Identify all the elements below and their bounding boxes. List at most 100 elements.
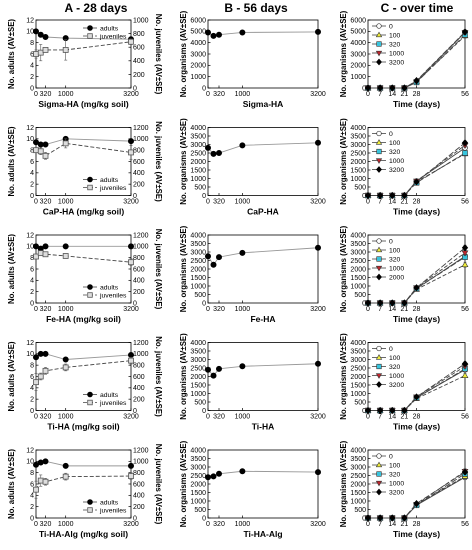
data-point (37, 250, 44, 257)
series-line-organisms (207, 31, 319, 37)
data-point (315, 469, 321, 476)
y2-axis-label: No. juveniles (AV±SE) (154, 444, 163, 525)
x-axis-label: Time (days) (393, 529, 440, 539)
data-point (42, 251, 49, 258)
legend-label: 100 (389, 355, 401, 362)
y-tick-label: 4 (30, 170, 34, 177)
series-line-320 (368, 152, 466, 196)
y-tick-label: 500 (194, 507, 206, 514)
y-tick-label: 6 (30, 266, 34, 273)
x-tick-label: 0 (206, 414, 210, 421)
y-tick-label: 1000 (350, 283, 366, 290)
y-tick-label: 0 (202, 300, 206, 307)
data-point (239, 249, 246, 256)
x-tick-label: 1000 (235, 199, 251, 206)
y2-tick-label: 400 (133, 58, 145, 65)
x-tick-label: 3200 (310, 199, 326, 206)
y-axis-label: No. organisms (AV±SE) (179, 440, 188, 527)
y2-tick-label: 200 (133, 182, 145, 189)
y-tick-label: 3500 (350, 241, 366, 248)
y-axis-label: No. organisms (AV±SE) (339, 10, 348, 97)
y2-tick-label: 800 (133, 470, 145, 477)
y2-tick-label: 600 (133, 266, 145, 273)
series-line-organisms (207, 470, 319, 478)
series-line-juveniles (35, 142, 132, 157)
x-tick-label: 0 (206, 199, 210, 206)
series-line-3200 (368, 471, 466, 519)
x-tick-label: 7 (378, 306, 382, 313)
data-point (37, 49, 44, 56)
data-point (128, 138, 134, 145)
y-tick-label: 2000 (350, 481, 366, 488)
data-point (389, 299, 396, 307)
legend-marker (375, 50, 383, 57)
y-tick-label: 0 (202, 85, 206, 92)
legend-label: 0 (389, 453, 393, 460)
y2-tick-label: 0 (133, 408, 137, 415)
y-tick-label: 500 (194, 292, 206, 299)
x-tick-label: 1000 (58, 414, 74, 421)
legend-label: juveniles (99, 400, 127, 407)
x-tick-label: 0 (34, 199, 38, 206)
legend-label: juveniles (99, 292, 127, 299)
legend-marker (376, 471, 382, 477)
x-tick-label: 14 (388, 199, 396, 206)
data-point (364, 191, 372, 200)
legend-label: adults (100, 25, 119, 32)
data-point (42, 243, 49, 250)
x-tick-label: 3200 (123, 521, 139, 528)
y-tick-label: 4000 (190, 232, 206, 239)
y-tick-label: 1500 (350, 490, 366, 497)
data-point (315, 28, 321, 35)
x-tick-label: 320 (213, 306, 225, 313)
x-tick-label: 7 (378, 414, 382, 421)
y-tick-label: 4000 (190, 340, 206, 347)
y-tick-label: 8 (30, 148, 34, 155)
series-line-320 (368, 256, 466, 304)
legend-label: 3200 (389, 489, 404, 496)
data-point (210, 150, 217, 157)
y-tick-label: 2500 (350, 365, 366, 372)
x-tick-label: 56 (461, 91, 469, 98)
legend-label: 1000 (389, 50, 404, 57)
y-tick-label: 3000 (350, 249, 366, 256)
legend-marker (375, 461, 383, 468)
legend-label: 320 (389, 256, 401, 263)
legend-marker (376, 453, 382, 459)
y-axis-label: No. adults (AV±SE) (7, 449, 16, 519)
y-tick-label: 0 (362, 85, 366, 92)
data-point (216, 31, 222, 38)
data-point (315, 360, 321, 367)
data-point (401, 84, 408, 92)
legend-label: 320 (389, 471, 401, 478)
x-tick-label: 320 (40, 306, 52, 313)
data-point (205, 29, 211, 36)
series-line-organisms (207, 142, 319, 155)
legend-marker (87, 391, 93, 398)
y-tick-label: 4000 (350, 447, 366, 454)
x-axis-label: Sigma-HA (243, 99, 284, 109)
x-tick-label: 320 (40, 199, 52, 206)
legend-marker (87, 176, 93, 183)
y-tick-label: 0 (362, 408, 366, 415)
y-tick-label: 2000 (350, 63, 366, 70)
y2-tick-label: 0 (133, 300, 137, 307)
legend-label: 320 (389, 364, 401, 371)
y2-axis-label: No. juveniles (AV±SE) (154, 336, 163, 417)
y-tick-label: 2500 (190, 150, 206, 157)
x-tick-label: 56 (461, 521, 469, 528)
data-point (33, 139, 39, 146)
series-line-juveniles (35, 41, 132, 55)
data-point (216, 470, 222, 477)
y2-tick-label: 600 (133, 374, 145, 381)
data-point (62, 47, 69, 53)
data-point (33, 28, 39, 35)
data-point (62, 462, 69, 469)
x-tick-label: 0 (34, 521, 38, 528)
data-point (413, 393, 420, 401)
data-point (315, 244, 321, 251)
legend-label: 2000 (389, 274, 404, 281)
